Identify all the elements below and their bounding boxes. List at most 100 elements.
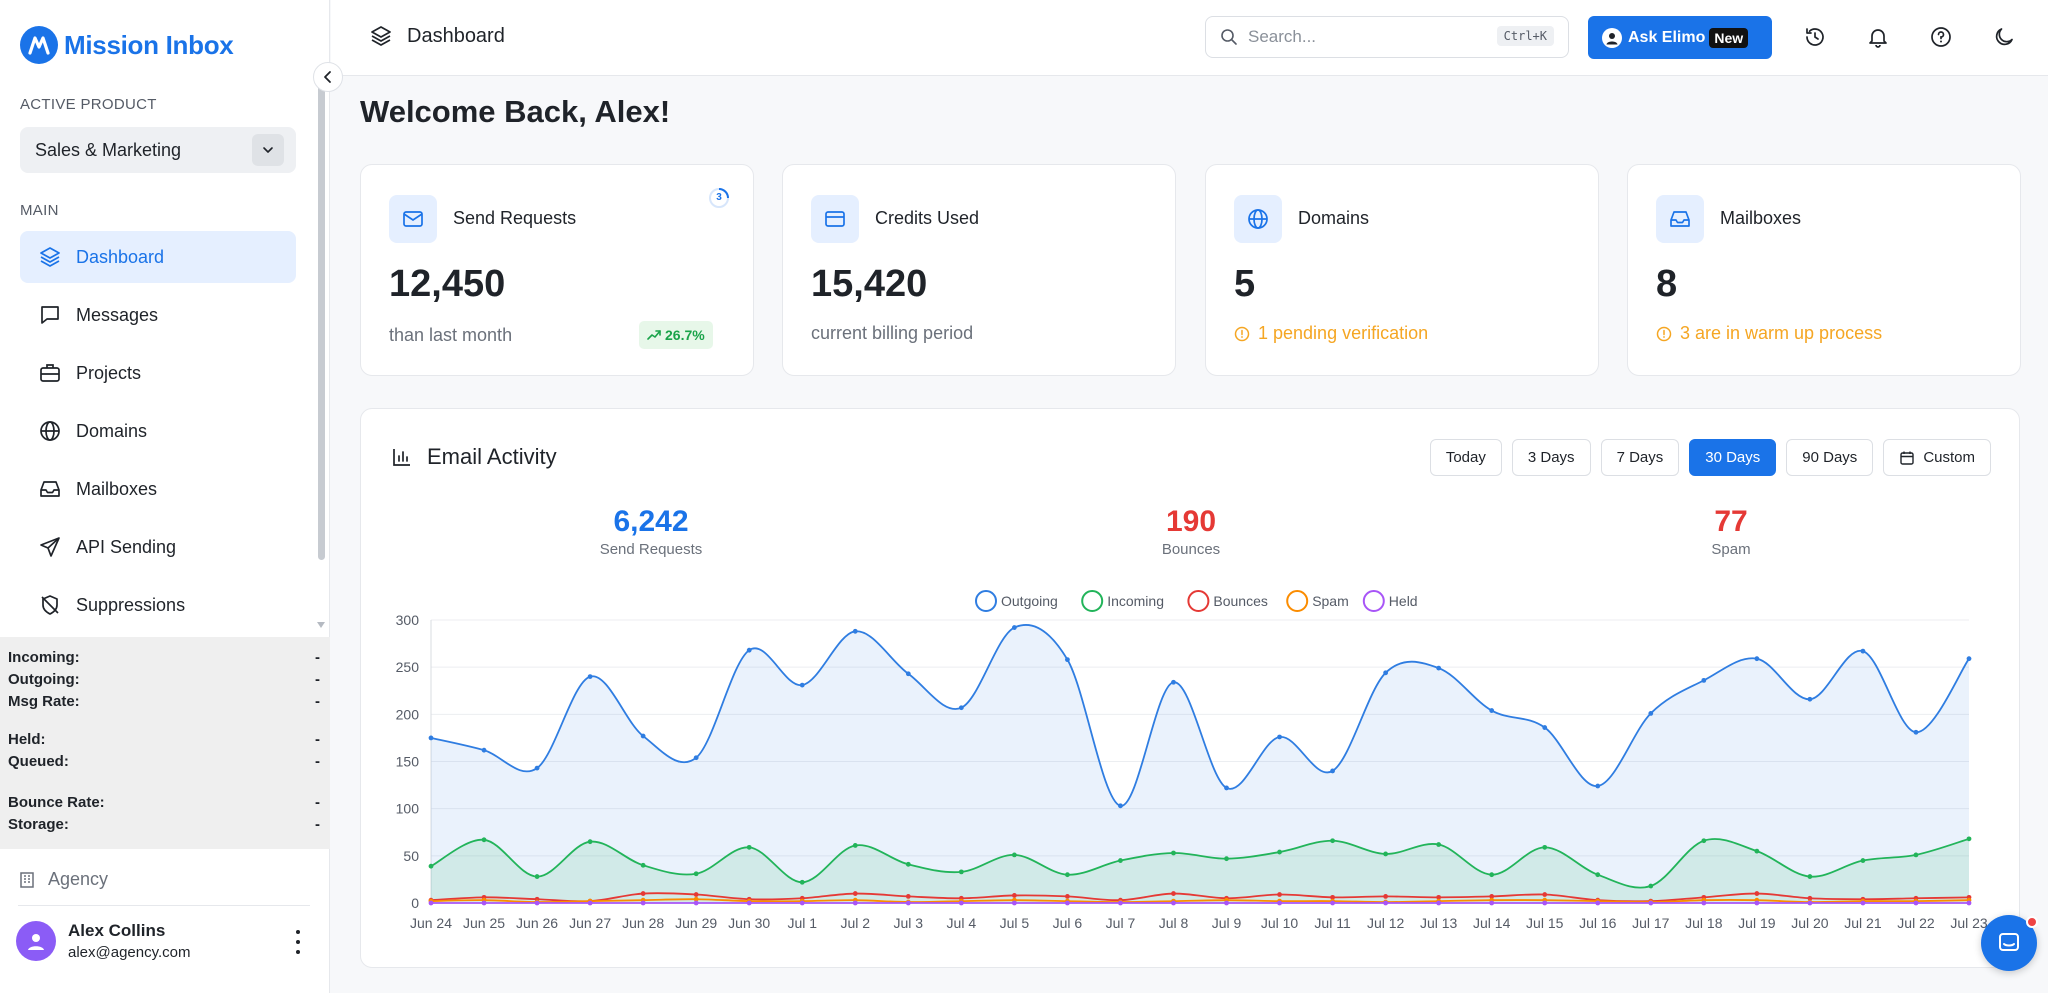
outgoing-point bbox=[1860, 648, 1866, 654]
sidebar-item-mailboxes[interactable]: Mailboxes bbox=[20, 463, 296, 515]
bar-chart-icon bbox=[393, 449, 410, 466]
credits-used-card: Credits Used 15,420 current billing peri… bbox=[782, 164, 1176, 376]
held-point bbox=[958, 900, 964, 906]
held-point bbox=[905, 900, 911, 906]
incoming-point bbox=[1118, 858, 1123, 863]
range-3-days-button[interactable]: 3 Days bbox=[1511, 439, 1591, 476]
stat-msg-rate: Msg Rate: - bbox=[8, 693, 320, 710]
product-select[interactable]: Sales & Marketing bbox=[20, 127, 296, 173]
moon-icon[interactable] bbox=[1990, 23, 2018, 51]
held-point bbox=[428, 900, 434, 906]
bounces-point bbox=[1065, 893, 1070, 899]
x-tick-label: Jun 24 bbox=[410, 915, 452, 931]
stat-queued: Queued: - bbox=[8, 753, 320, 770]
x-tick-label: Jul 6 bbox=[1053, 915, 1083, 931]
user-email: alex@agency.com bbox=[68, 944, 191, 961]
history-icon[interactable] bbox=[1801, 23, 1829, 51]
bounces-point bbox=[1542, 892, 1548, 897]
outgoing-point bbox=[1330, 768, 1335, 774]
credit-card-icon bbox=[811, 195, 859, 243]
held-point bbox=[1383, 900, 1389, 906]
app-name: Mission Inbox bbox=[64, 29, 234, 60]
legend-label-spam: Spam bbox=[1312, 593, 1349, 609]
range-30-days-button[interactable]: 30 Days bbox=[1689, 439, 1777, 476]
page-title: Dashboard bbox=[407, 24, 505, 47]
sidebar-scrollbar[interactable] bbox=[318, 72, 325, 560]
bell-icon[interactable] bbox=[1864, 23, 1892, 51]
incoming-point bbox=[1860, 858, 1866, 863]
held-point bbox=[1118, 900, 1123, 906]
scroll-down-arrow-icon[interactable] bbox=[317, 622, 325, 628]
user-menu-icon[interactable] bbox=[292, 930, 304, 954]
held-point bbox=[481, 900, 487, 906]
card-warning: 3 are in warm up process bbox=[1656, 323, 1882, 344]
search-box[interactable]: Ctrl+K bbox=[1205, 16, 1569, 58]
sidebar-item-projects[interactable]: Projects bbox=[20, 347, 296, 399]
outgoing-point bbox=[1648, 710, 1654, 716]
sidebar-item-dashboard[interactable]: Dashboard bbox=[20, 231, 296, 283]
range-today-button[interactable]: Today bbox=[1429, 439, 1502, 476]
sidebar-item-api-sending[interactable]: API Sending bbox=[20, 521, 296, 573]
legend-marker-spam bbox=[1286, 590, 1309, 612]
user-profile[interactable]: Alex Collins alex@agency.com bbox=[16, 921, 191, 961]
bounces-point bbox=[852, 891, 858, 896]
incoming-point bbox=[905, 861, 911, 867]
range-7-days-button[interactable]: 7 Days bbox=[1600, 439, 1680, 476]
sidebar-item-domains[interactable]: Domains bbox=[20, 405, 296, 457]
help-icon[interactable] bbox=[1927, 23, 1955, 51]
incoming-point bbox=[1542, 844, 1548, 850]
range-90-days-button[interactable]: 90 Days bbox=[1786, 439, 1874, 476]
product-select-value: Sales & Marketing bbox=[35, 139, 182, 160]
card-value: 8 bbox=[1656, 263, 1678, 305]
x-tick-label: Jul 13 bbox=[1420, 915, 1458, 931]
card-label: Send Requests bbox=[453, 208, 577, 228]
x-tick-label: Jul 1 bbox=[787, 915, 817, 931]
sidebar-item-suppressions[interactable]: Suppressions bbox=[20, 579, 296, 631]
outgoing-point bbox=[534, 765, 540, 771]
outgoing-point bbox=[746, 647, 752, 653]
y-tick-label: 0 bbox=[411, 895, 419, 911]
x-tick-label: Jul 4 bbox=[947, 915, 977, 931]
incoming-point bbox=[852, 843, 858, 848]
server-stats-panel: Incoming: - Outgoing: - Msg Rate: - Held: - … bbox=[0, 637, 330, 849]
incoming-point bbox=[1489, 872, 1495, 878]
x-tick-label: Jul 2 bbox=[840, 915, 870, 931]
outgoing-point bbox=[640, 733, 646, 739]
sidebar-item-label: Mailboxes bbox=[76, 478, 158, 499]
agency-switcher[interactable]: Agency bbox=[18, 869, 108, 890]
outgoing-point bbox=[958, 705, 964, 711]
card-value: 5 bbox=[1234, 263, 1256, 305]
app-logo[interactable]: Mission Inbox bbox=[20, 26, 234, 64]
incoming-point bbox=[534, 874, 540, 879]
outgoing-point bbox=[693, 755, 699, 761]
ask-elimo-button[interactable]: Ask Elimo New bbox=[1588, 16, 1772, 59]
held-point bbox=[640, 900, 646, 906]
outgoing-point bbox=[587, 674, 593, 679]
new-badge: New bbox=[1709, 27, 1749, 48]
refresh-countdown-icon[interactable]: 3 bbox=[708, 187, 730, 209]
held-point bbox=[1701, 900, 1707, 906]
logo-icon bbox=[20, 26, 58, 64]
date-range-selector: Today 3 Days 7 Days 30 Days 90 Days Cust… bbox=[1429, 439, 1991, 476]
sidebar-item-messages[interactable]: Messages bbox=[20, 289, 296, 341]
incoming-point bbox=[693, 871, 699, 877]
x-tick-label: Jul 10 bbox=[1261, 915, 1299, 931]
incoming-point bbox=[1913, 852, 1919, 858]
y-tick-label: 300 bbox=[396, 612, 420, 628]
user-name: Alex Collins bbox=[68, 921, 166, 940]
outgoing-point bbox=[1171, 679, 1176, 685]
chevron-left-icon bbox=[324, 71, 331, 83]
incoming-point bbox=[1011, 852, 1017, 858]
outgoing-point bbox=[1224, 785, 1229, 791]
outgoing-point bbox=[1807, 696, 1813, 702]
search-input[interactable] bbox=[1248, 27, 1468, 47]
stat-held: Held: - bbox=[8, 731, 320, 748]
bounces-point bbox=[640, 891, 646, 896]
legend-label-bounces: Bounces bbox=[1213, 593, 1267, 609]
x-tick-label: Jul 18 bbox=[1685, 915, 1723, 931]
stat-outgoing: Outgoing: - bbox=[8, 671, 320, 688]
range-custom-button[interactable]: Custom bbox=[1883, 439, 1991, 476]
globe-icon bbox=[40, 421, 60, 441]
held-point bbox=[1065, 900, 1070, 906]
collapse-sidebar-button[interactable] bbox=[313, 62, 343, 92]
